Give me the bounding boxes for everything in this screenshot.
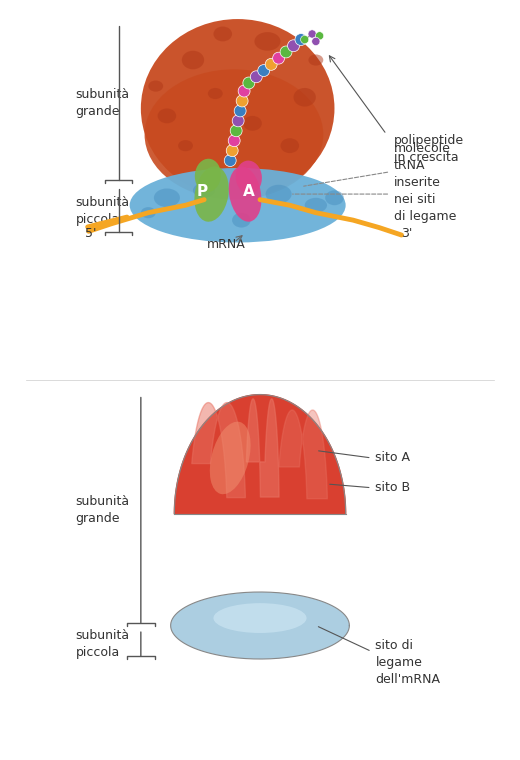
Text: molecole
tRNA
inserite
nei siti
di legame: molecole tRNA inserite nei siti di legam…	[394, 142, 457, 223]
Ellipse shape	[301, 36, 309, 43]
Ellipse shape	[224, 154, 236, 166]
Ellipse shape	[193, 183, 215, 198]
Ellipse shape	[254, 32, 280, 51]
Ellipse shape	[210, 422, 251, 494]
Ellipse shape	[229, 166, 262, 222]
Ellipse shape	[250, 71, 262, 83]
Text: subunità
grande: subunità grande	[76, 495, 130, 525]
Text: subunità
grande: subunità grande	[76, 88, 130, 118]
Ellipse shape	[182, 51, 204, 69]
Ellipse shape	[266, 185, 292, 204]
Ellipse shape	[308, 30, 316, 38]
Ellipse shape	[325, 190, 344, 205]
Text: subunità
piccola: subunità piccola	[76, 196, 130, 226]
Ellipse shape	[208, 88, 223, 99]
Ellipse shape	[154, 188, 180, 207]
Ellipse shape	[272, 52, 284, 64]
Ellipse shape	[280, 138, 299, 153]
Ellipse shape	[308, 55, 323, 65]
Text: A: A	[285, 522, 302, 543]
Ellipse shape	[213, 27, 232, 41]
Ellipse shape	[145, 69, 323, 200]
Ellipse shape	[243, 116, 262, 131]
Ellipse shape	[141, 207, 155, 218]
Ellipse shape	[258, 65, 270, 77]
Text: sito di
legame
dell'mRNA: sito di legame dell'mRNA	[375, 639, 440, 686]
Ellipse shape	[232, 213, 251, 227]
Text: P: P	[218, 522, 235, 543]
Ellipse shape	[236, 160, 262, 194]
Ellipse shape	[148, 81, 163, 92]
Ellipse shape	[226, 144, 238, 157]
Ellipse shape	[171, 592, 349, 659]
Ellipse shape	[194, 166, 229, 222]
Ellipse shape	[238, 85, 250, 97]
Ellipse shape	[295, 33, 307, 46]
Ellipse shape	[312, 37, 320, 46]
Ellipse shape	[232, 115, 244, 127]
Text: A: A	[243, 184, 255, 199]
Polygon shape	[174, 394, 346, 514]
Text: sito B: sito B	[375, 481, 411, 494]
Ellipse shape	[178, 140, 193, 151]
Ellipse shape	[316, 32, 323, 40]
Text: sito A: sito A	[375, 451, 410, 464]
Ellipse shape	[195, 159, 221, 192]
Ellipse shape	[213, 603, 307, 633]
Ellipse shape	[141, 19, 334, 198]
Ellipse shape	[280, 46, 292, 58]
Ellipse shape	[230, 125, 242, 137]
Text: subunità
piccola: subunità piccola	[76, 629, 130, 659]
Text: 5': 5'	[85, 227, 97, 240]
Ellipse shape	[305, 198, 327, 213]
Ellipse shape	[158, 109, 176, 123]
Ellipse shape	[129, 168, 346, 242]
Ellipse shape	[234, 105, 246, 117]
Ellipse shape	[228, 135, 240, 147]
Ellipse shape	[236, 95, 248, 107]
Ellipse shape	[293, 88, 316, 106]
Text: 3': 3'	[401, 227, 413, 240]
Text: P: P	[197, 184, 208, 199]
Ellipse shape	[243, 77, 255, 89]
Ellipse shape	[288, 40, 300, 52]
Ellipse shape	[265, 59, 277, 71]
Text: mRNA: mRNA	[207, 238, 246, 251]
Text: polipeptide
in crescita: polipeptide in crescita	[394, 135, 464, 164]
